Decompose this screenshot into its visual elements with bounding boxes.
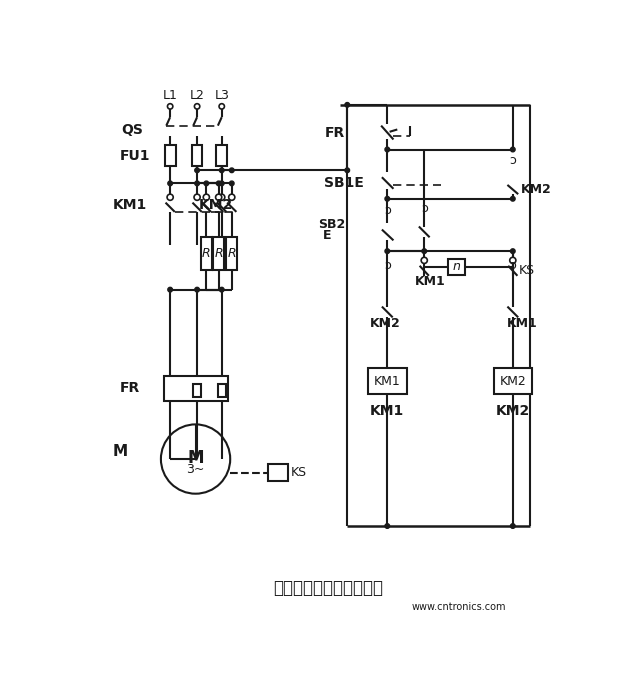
- Circle shape: [220, 181, 224, 186]
- Circle shape: [216, 181, 221, 186]
- Text: KM1: KM1: [507, 317, 538, 330]
- Bar: [193, 384, 201, 398]
- Text: QS: QS: [122, 124, 143, 137]
- Circle shape: [385, 196, 390, 201]
- Circle shape: [230, 168, 234, 173]
- Circle shape: [216, 194, 221, 201]
- Text: E: E: [323, 229, 331, 242]
- Circle shape: [204, 181, 209, 186]
- Text: ↄ: ↄ: [509, 258, 516, 271]
- Text: FU1: FU1: [120, 149, 150, 162]
- Bar: [448, 259, 465, 275]
- Bar: [164, 145, 175, 167]
- Text: 3~: 3~: [186, 464, 205, 476]
- Text: KS: KS: [519, 264, 535, 277]
- Circle shape: [511, 147, 515, 152]
- Text: KM1: KM1: [415, 276, 445, 289]
- Bar: [218, 384, 225, 398]
- Circle shape: [220, 287, 224, 292]
- Text: KS: KS: [291, 466, 307, 480]
- Circle shape: [385, 524, 390, 528]
- Text: R: R: [227, 247, 236, 260]
- Circle shape: [385, 147, 390, 152]
- Text: R: R: [214, 247, 223, 260]
- Text: R: R: [202, 247, 211, 260]
- Bar: [368, 369, 406, 394]
- Circle shape: [195, 103, 200, 109]
- Circle shape: [219, 103, 225, 109]
- Circle shape: [220, 168, 224, 173]
- Circle shape: [219, 194, 225, 201]
- Text: SB1E: SB1E: [324, 176, 364, 189]
- Circle shape: [345, 168, 349, 173]
- Text: KM2: KM2: [520, 183, 551, 196]
- Text: L2: L2: [189, 89, 205, 102]
- Circle shape: [511, 524, 515, 528]
- Text: 单向反接制动的控制线路: 单向反接制动的控制线路: [273, 579, 383, 597]
- Text: FR: FR: [325, 126, 345, 139]
- Circle shape: [345, 103, 349, 107]
- Text: ↄ: ↄ: [509, 154, 516, 167]
- Text: KM1: KM1: [374, 375, 401, 388]
- Circle shape: [194, 194, 200, 201]
- Circle shape: [421, 257, 428, 264]
- Text: M: M: [113, 444, 127, 459]
- Circle shape: [195, 287, 200, 292]
- Circle shape: [230, 181, 234, 186]
- Bar: [227, 237, 237, 270]
- Text: KM1: KM1: [113, 198, 147, 212]
- Circle shape: [195, 181, 200, 186]
- Text: KM2: KM2: [499, 375, 526, 388]
- Text: ↄ: ↄ: [384, 204, 391, 217]
- Circle shape: [168, 181, 172, 186]
- Circle shape: [168, 103, 173, 109]
- Bar: [164, 376, 228, 400]
- Circle shape: [167, 194, 173, 201]
- Bar: [192, 145, 202, 167]
- Bar: [216, 145, 227, 167]
- Text: L1: L1: [163, 89, 177, 102]
- Bar: [493, 369, 532, 394]
- Text: FR: FR: [120, 381, 140, 395]
- Text: KM2: KM2: [198, 198, 233, 212]
- Circle shape: [511, 196, 515, 201]
- Text: www.cntronics.com: www.cntronics.com: [412, 602, 506, 612]
- Text: KM2: KM2: [371, 317, 401, 330]
- Bar: [213, 237, 224, 270]
- Text: ↄ: ↄ: [421, 201, 428, 214]
- Circle shape: [168, 287, 172, 292]
- Text: n: n: [452, 260, 461, 273]
- Text: KM1: KM1: [370, 405, 404, 418]
- Text: M: M: [188, 448, 204, 466]
- Circle shape: [195, 168, 200, 173]
- Circle shape: [385, 249, 390, 253]
- Circle shape: [228, 194, 235, 201]
- Text: ↄ: ↄ: [384, 258, 391, 271]
- Circle shape: [204, 194, 209, 201]
- Circle shape: [509, 257, 516, 264]
- Circle shape: [422, 249, 427, 253]
- Text: L3: L3: [214, 89, 229, 102]
- Text: KM2: KM2: [495, 405, 530, 418]
- Bar: [268, 464, 288, 482]
- Text: SB2: SB2: [318, 219, 345, 232]
- Circle shape: [511, 249, 515, 253]
- Bar: [201, 237, 212, 270]
